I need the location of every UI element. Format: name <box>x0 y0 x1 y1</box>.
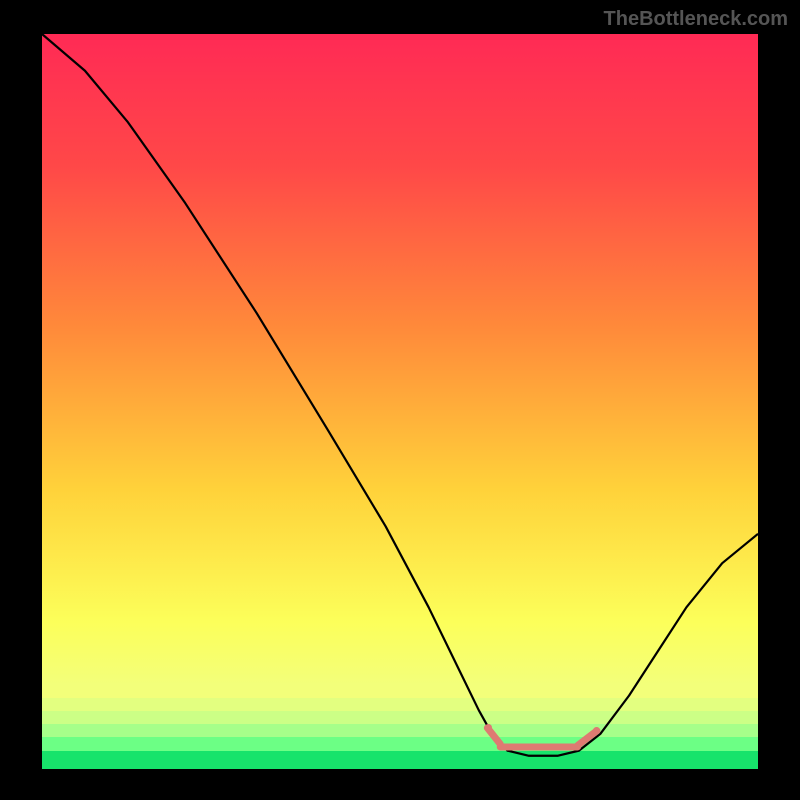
overlay-end-dot <box>485 724 492 731</box>
attribution-text: TheBottleneck.com <box>604 8 788 31</box>
chart-container: TheBottleneck.com <box>0 0 800 800</box>
overlay-end-dot <box>593 727 600 734</box>
curve-layer <box>42 34 758 769</box>
flat-region-overlay <box>487 728 597 747</box>
bottleneck-curve <box>42 34 758 756</box>
plot-area <box>42 34 758 769</box>
